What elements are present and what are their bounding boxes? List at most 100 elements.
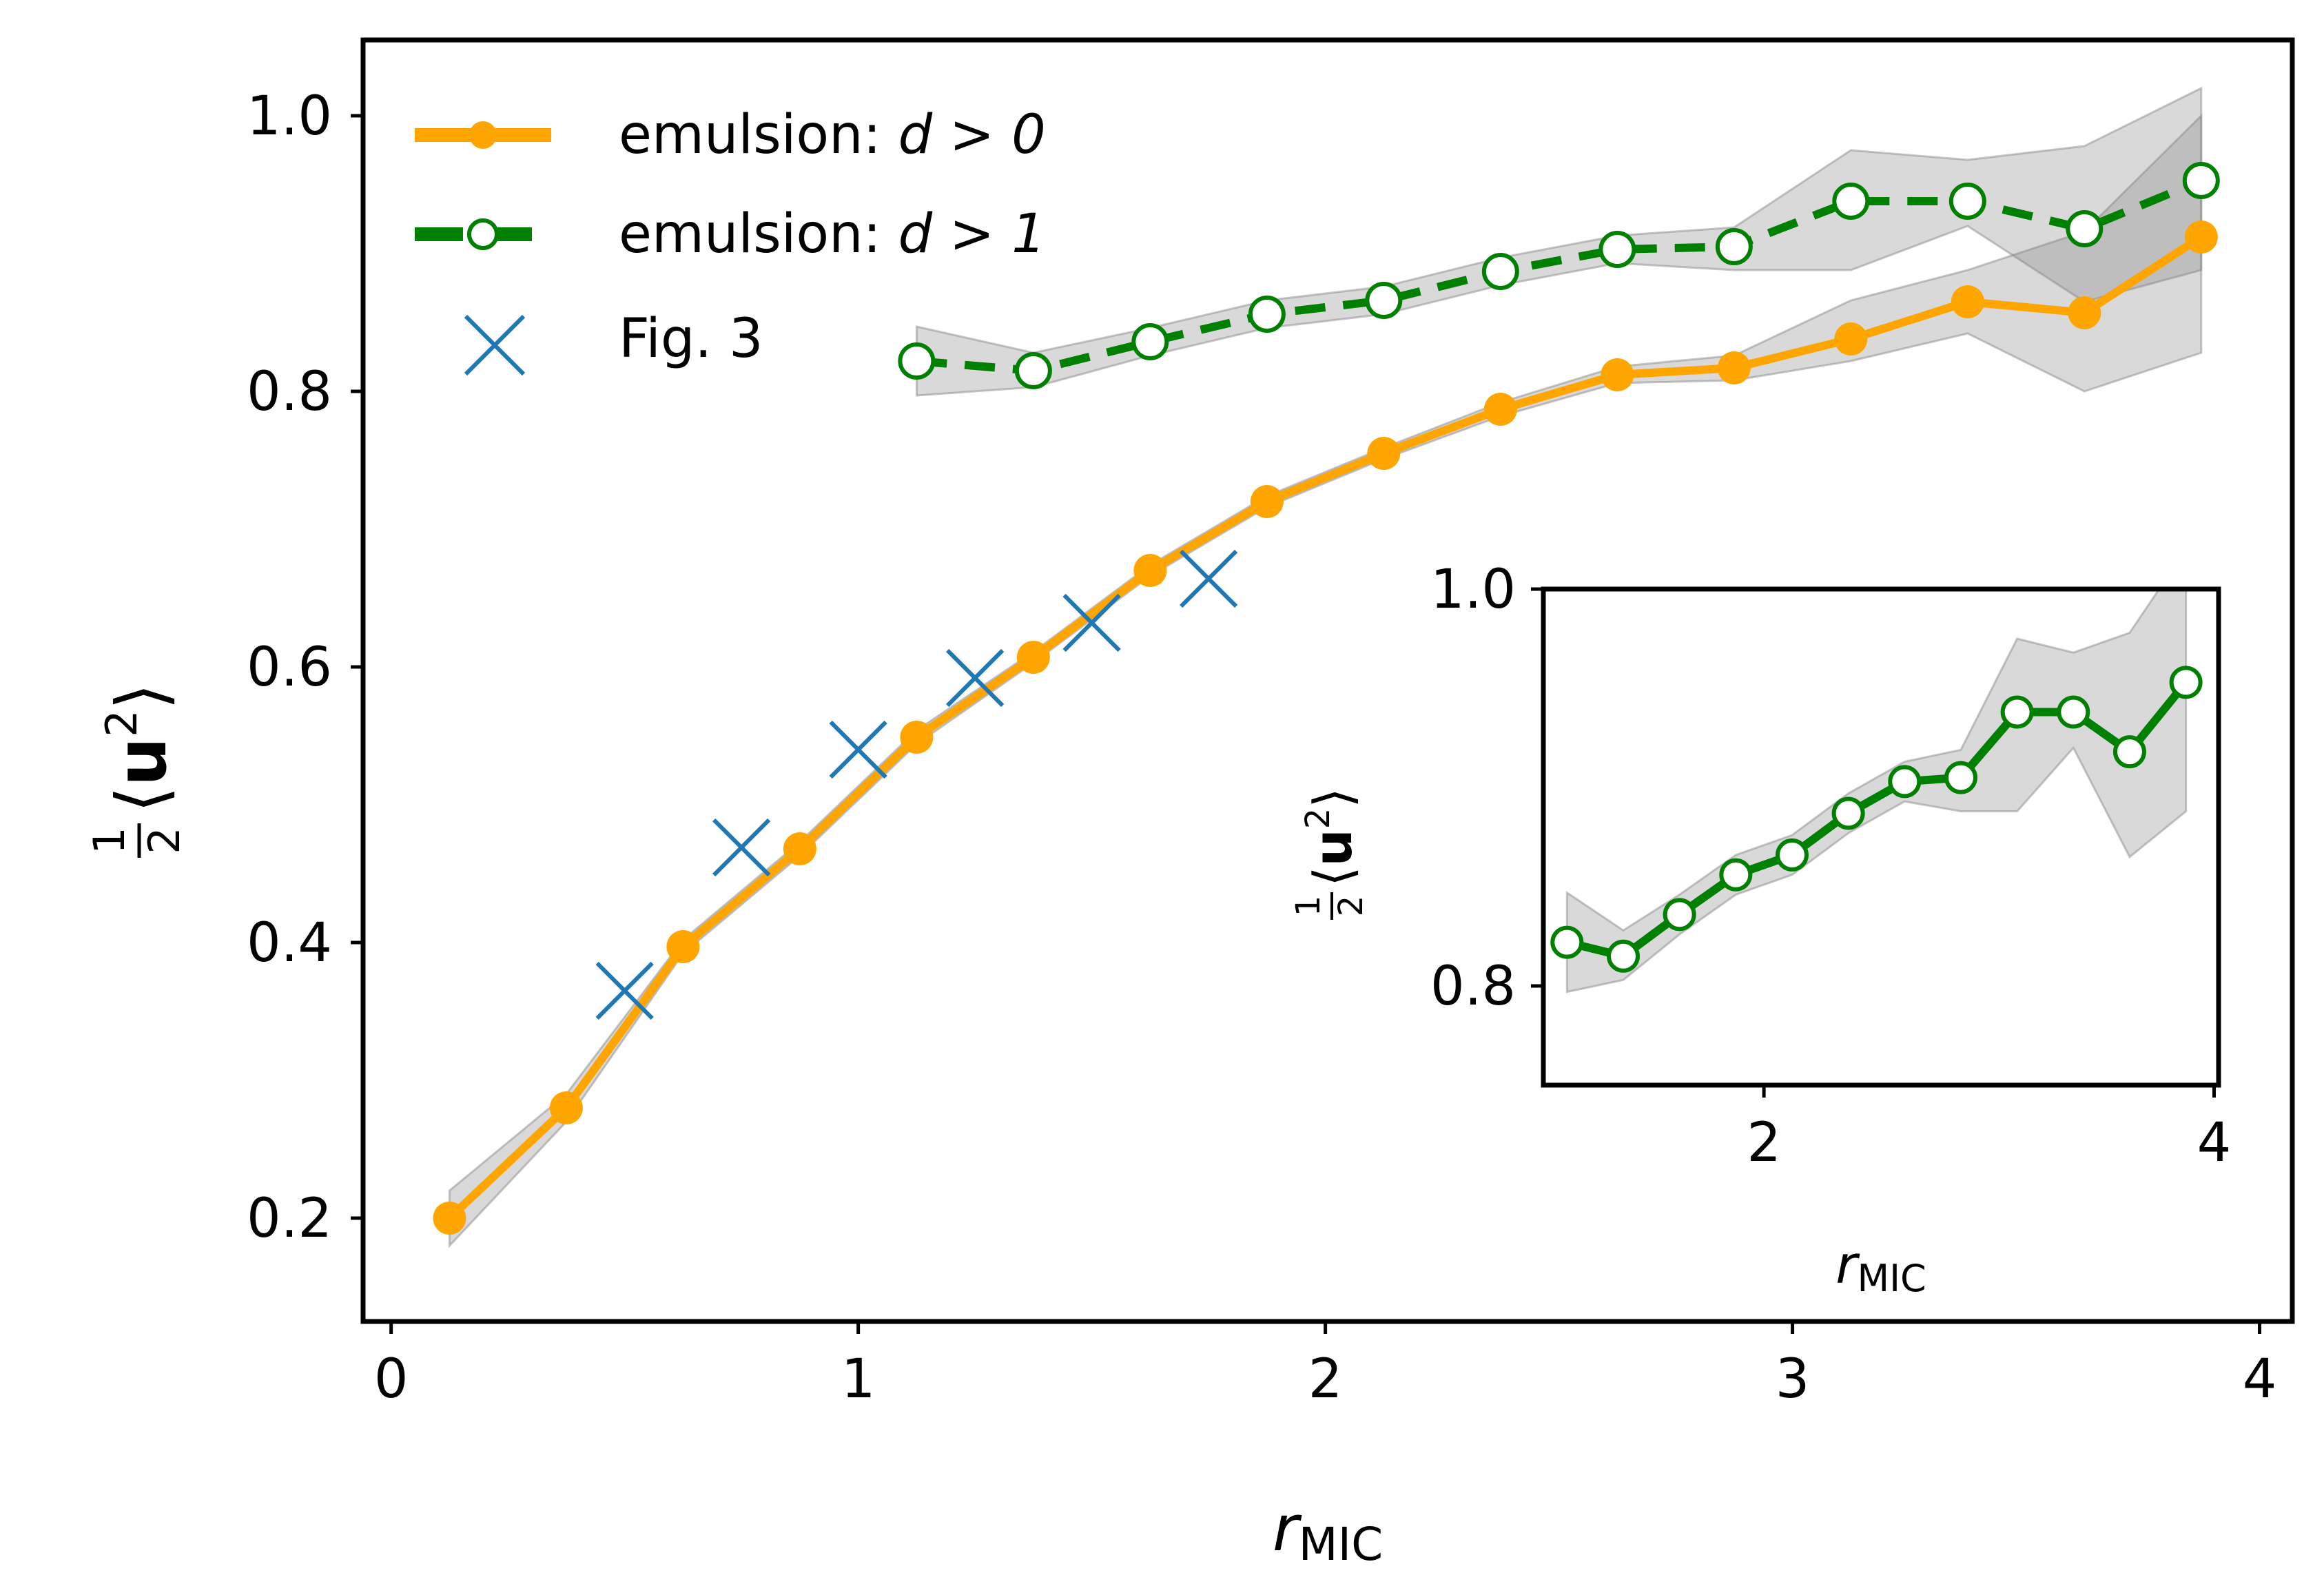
legend-label-d0-math: d > 0 bbox=[898, 104, 1046, 166]
inset-series-0-point bbox=[1606, 939, 1640, 973]
inset-y-axis-label: 1 2 ⟨u2⟩ bbox=[1289, 788, 1370, 920]
main-series-0-point bbox=[433, 1202, 466, 1235]
inset-series-0-point bbox=[1719, 858, 1753, 892]
inset-series-0-point bbox=[1663, 898, 1696, 932]
main-series-0-point bbox=[2184, 220, 2218, 254]
legend-label-d0: emulsion: d > 0 bbox=[619, 104, 1046, 166]
main-series bbox=[433, 162, 2220, 1235]
main-y-axis: 0.2 0.4 0.6 0.8 1.0 bbox=[247, 85, 363, 1250]
main-series-0-band bbox=[448, 113, 2203, 1248]
legend: emulsion: d > 0 emulsion: d > 1 Fig. 3 bbox=[415, 104, 1046, 376]
main-series-0-point bbox=[1133, 554, 1167, 587]
svg-text:⟨u2⟩: ⟨u2⟩ bbox=[96, 683, 182, 813]
main-series-2-point bbox=[712, 818, 771, 877]
inset-y-axis-label-den: 2 bbox=[1332, 896, 1370, 917]
main-series-0-point bbox=[1951, 285, 1984, 318]
main-series-0-line bbox=[446, 233, 2204, 1222]
main-series-0-point bbox=[1601, 358, 1634, 391]
legend-marker-fig3 bbox=[464, 314, 526, 376]
main-y-tick-label: 0.6 bbox=[247, 637, 332, 699]
main-series-1-point bbox=[1014, 352, 1052, 389]
inset-y-axis-label-num: 1 bbox=[1289, 896, 1328, 917]
main-y-axis-label-num: 1 bbox=[84, 827, 134, 854]
main-x-axis: 0 1 2 3 4 bbox=[374, 1321, 2277, 1410]
inset-series-0-point bbox=[2057, 695, 2090, 729]
main-x-tick-label: 0 bbox=[374, 1348, 409, 1410]
legend-label-d1: emulsion: d > 1 bbox=[619, 203, 1046, 265]
main-series-0-point bbox=[1834, 322, 1868, 356]
legend-label-d1-math: d > 1 bbox=[898, 203, 1046, 265]
svg-text:⟨u2⟩: ⟨u2⟩ bbox=[1299, 788, 1364, 887]
main-series-1-point bbox=[1598, 231, 1636, 268]
legend-item-fig3: Fig. 3 bbox=[464, 308, 763, 376]
main-series-1-line bbox=[916, 176, 2203, 375]
main-series-0-point bbox=[900, 721, 934, 754]
main-y-tick-label: 1.0 bbox=[247, 85, 332, 147]
main-series-0-point bbox=[666, 930, 700, 963]
inset-series-0-point bbox=[2112, 735, 2146, 769]
main-y-axis-label-bold: u bbox=[101, 737, 182, 786]
main-series-0-point bbox=[1016, 641, 1050, 674]
main-series-2-point bbox=[1179, 549, 1238, 608]
inset-x-tick-label: 2 bbox=[1747, 1112, 1781, 1174]
main-series-0-point bbox=[2068, 296, 2101, 329]
main-series-2-point bbox=[595, 961, 654, 1020]
legend-item-d0: emulsion: d > 0 bbox=[415, 104, 1046, 166]
main-y-axis-label: 1 2 ⟨u2⟩ bbox=[84, 683, 189, 858]
inset-series-0-point bbox=[1831, 796, 1865, 830]
main-x-axis-label-base: r bbox=[1273, 1492, 1302, 1565]
main-series-1-point bbox=[1248, 296, 1286, 333]
legend-label-d0-text: emulsion: bbox=[619, 104, 898, 166]
main-series-1-point bbox=[1481, 253, 1519, 290]
main-plot-frame bbox=[360, 37, 2295, 1324]
inset-plot-frame bbox=[1541, 586, 2221, 1088]
inset-series-0-point bbox=[1775, 838, 1809, 872]
legend-label-fig3: Fig. 3 bbox=[619, 308, 763, 370]
inset-series-0-point bbox=[2169, 666, 2203, 699]
main-x-tick-label: 1 bbox=[841, 1348, 876, 1410]
inset-y-tick-label: 1.0 bbox=[1430, 559, 1516, 621]
main-series-2-point bbox=[946, 648, 1005, 708]
legend-marker-d1 bbox=[467, 218, 499, 250]
inset-series-0-point bbox=[2000, 695, 2034, 729]
main-series-0-point bbox=[1250, 485, 1284, 518]
inset-series-0-point bbox=[1944, 761, 1977, 794]
main-series-0-point bbox=[1483, 393, 1517, 426]
inset-series bbox=[1550, 666, 2203, 973]
inset-background bbox=[1543, 589, 2219, 1085]
main-series-0-point bbox=[1367, 437, 1401, 470]
main-series-1-point bbox=[2066, 210, 2104, 247]
main-x-tick-label: 2 bbox=[1308, 1348, 1343, 1410]
main-series-0-point bbox=[1717, 351, 1751, 384]
inset-y-axis: 0.8 1.0 bbox=[1430, 559, 1543, 1018]
inset-series-0-band bbox=[1565, 589, 2188, 994]
main-series-1-point bbox=[1715, 228, 1753, 265]
inset-series-0-point bbox=[1888, 765, 1922, 799]
main-y-tick-label: 0.8 bbox=[247, 361, 332, 423]
main-series-2-point bbox=[829, 720, 887, 779]
main-x-axis-label-subscript: MIC bbox=[1299, 1518, 1384, 1571]
main-series-0-point bbox=[783, 832, 816, 865]
main-series-1-point bbox=[898, 342, 936, 380]
main-x-tick-label: 3 bbox=[1776, 1348, 1810, 1410]
inset-x-axis-label: rMIC bbox=[1835, 1234, 1926, 1300]
inset-y-axis-label-sup: 2 bbox=[1299, 808, 1337, 830]
main-x-axis-label: rMIC bbox=[1273, 1492, 1383, 1571]
main-series-1-point bbox=[2182, 162, 2220, 199]
main-series-2-point bbox=[1062, 593, 1121, 652]
legend-marker-d0 bbox=[469, 121, 497, 149]
inset-x-axis-label-base: r bbox=[1835, 1234, 1860, 1295]
main-series-0-point bbox=[549, 1091, 583, 1124]
main-series-1-point bbox=[1832, 183, 1870, 220]
main-series-1-point bbox=[1948, 183, 1986, 220]
inset-error-bands bbox=[1565, 589, 2188, 994]
inset-y-axis-label-bold: u bbox=[1302, 829, 1364, 866]
inset-x-axis-label-subscript: MIC bbox=[1858, 1257, 1926, 1300]
main-y-axis-label-sup: 2 bbox=[96, 710, 147, 737]
main-y-tick-label: 0.4 bbox=[247, 912, 332, 974]
main-series-1-point bbox=[1131, 323, 1169, 360]
main-x-tick-label: 4 bbox=[2243, 1348, 2277, 1410]
